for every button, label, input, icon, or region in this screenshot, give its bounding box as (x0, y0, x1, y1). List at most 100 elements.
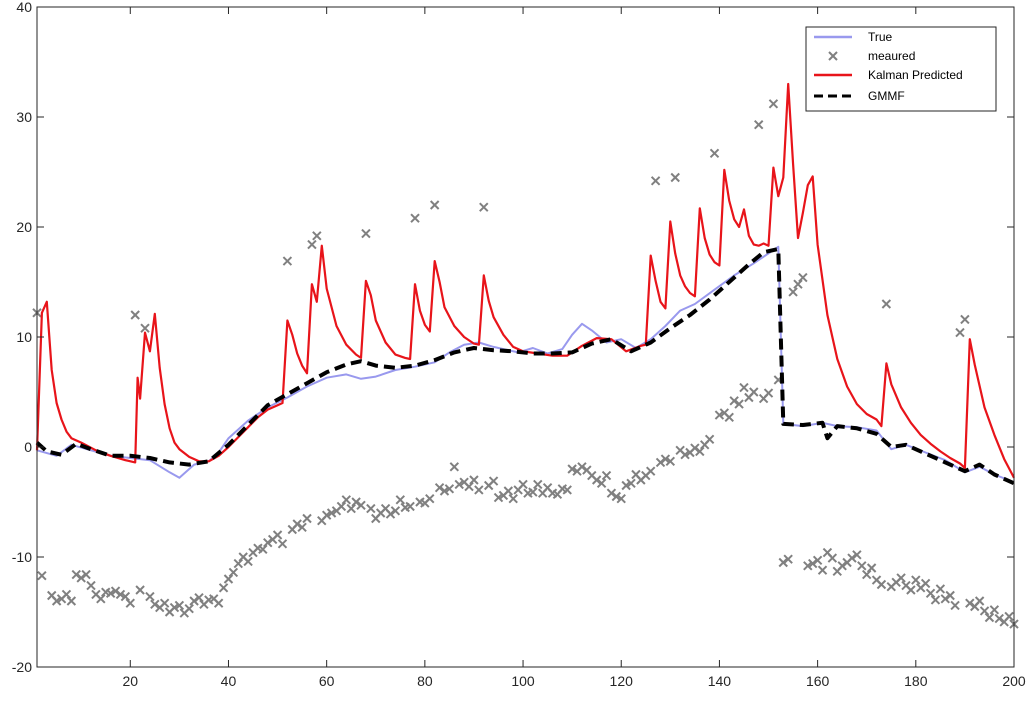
measured-point (429, 200, 440, 210)
measured-point (768, 99, 779, 109)
measured-point (37, 570, 47, 581)
measured-point (449, 462, 460, 472)
measured-point (194, 592, 204, 603)
measured-point (920, 578, 931, 589)
measured-point (670, 172, 680, 183)
measured-point (439, 486, 450, 496)
measured-point (272, 530, 283, 540)
measured-point (645, 466, 656, 476)
measured-point (66, 596, 77, 606)
measured-point (488, 476, 499, 486)
measured-point (277, 539, 288, 549)
measured-point (366, 503, 376, 514)
measured-point (493, 492, 504, 503)
measured-point (503, 486, 514, 496)
measured-point (562, 485, 572, 495)
x-tick-label: 180 (904, 673, 928, 689)
measured-point (120, 591, 131, 602)
measured-point (876, 579, 887, 590)
measured-point (184, 603, 194, 614)
measured-point (739, 382, 749, 393)
measured-point (130, 310, 140, 320)
legend-box (805, 26, 997, 112)
measured-point (660, 454, 671, 464)
measured-point (86, 580, 96, 591)
measured-point (71, 569, 81, 580)
measured-point (812, 555, 823, 566)
measured-point (508, 493, 518, 504)
legend-true-label: True (868, 30, 893, 44)
measured-point (159, 598, 170, 608)
measured-point (282, 256, 293, 266)
measured-point (479, 202, 489, 212)
measured-point (650, 176, 661, 186)
measured-point (626, 478, 636, 489)
legend-meaured-label: meaured (868, 49, 915, 63)
measured-point (174, 600, 185, 611)
measured-point (994, 613, 1004, 624)
measured-point (955, 327, 965, 338)
measured-point (326, 508, 337, 518)
measured-point (292, 519, 302, 529)
measured-point (297, 522, 307, 533)
measured-point (145, 591, 155, 602)
measured-point (228, 567, 239, 578)
measured-point (621, 480, 631, 491)
measured-point (749, 387, 759, 397)
measured-point (906, 585, 916, 595)
measured-point (847, 553, 857, 563)
legend-meaured-marker (828, 51, 838, 61)
measured-point (321, 510, 332, 520)
measured-point (803, 561, 813, 571)
y-tick-label: 10 (16, 329, 32, 345)
measured-point (346, 503, 356, 514)
measured-point (105, 588, 116, 599)
measured-point (390, 506, 401, 516)
measured-point (385, 509, 396, 519)
measured-point (351, 497, 361, 507)
x-tick-label: 60 (319, 673, 335, 689)
measured-point (464, 481, 474, 492)
x-tick-label: 200 (1002, 673, 1026, 689)
measured-point (263, 537, 273, 548)
y-tick-label: -20 (12, 659, 32, 675)
y-tick-label: 40 (16, 0, 32, 15)
measured-point (61, 589, 72, 600)
measured-point (76, 573, 86, 583)
measured-point (243, 556, 253, 567)
measured-point (862, 569, 872, 580)
y-tick-label: -10 (12, 549, 32, 565)
measured-point (454, 479, 464, 490)
measured-point (223, 574, 234, 584)
measured-point (945, 590, 955, 601)
measured-point (405, 501, 415, 512)
measured-point (714, 410, 725, 420)
x-tick-label: 80 (417, 673, 433, 689)
measured-point (965, 598, 975, 608)
measured-point (950, 600, 960, 611)
measured-point (989, 605, 1000, 615)
measured-point (312, 231, 322, 241)
measured-point (837, 561, 847, 571)
series-layer (32, 82, 1019, 629)
measured-point (115, 589, 126, 600)
measured-point (680, 449, 690, 460)
measured-point (596, 478, 607, 489)
measured-point (577, 462, 587, 472)
measured-point (474, 485, 484, 495)
measured-point (616, 493, 626, 504)
measured-point (96, 594, 106, 604)
measured-point (336, 501, 347, 512)
measured-point (341, 495, 352, 505)
measured-point (410, 213, 420, 223)
measured-point (935, 584, 946, 594)
x-tick-label: 20 (122, 673, 138, 689)
measured-point (395, 495, 406, 505)
measured-point (444, 484, 455, 494)
measured-point (852, 550, 862, 560)
measured-point (469, 475, 479, 485)
measured-point (763, 388, 774, 398)
measured-point (218, 583, 229, 593)
legend-gmmf-label: GMMF (868, 89, 905, 103)
series-meaured (32, 99, 1019, 629)
